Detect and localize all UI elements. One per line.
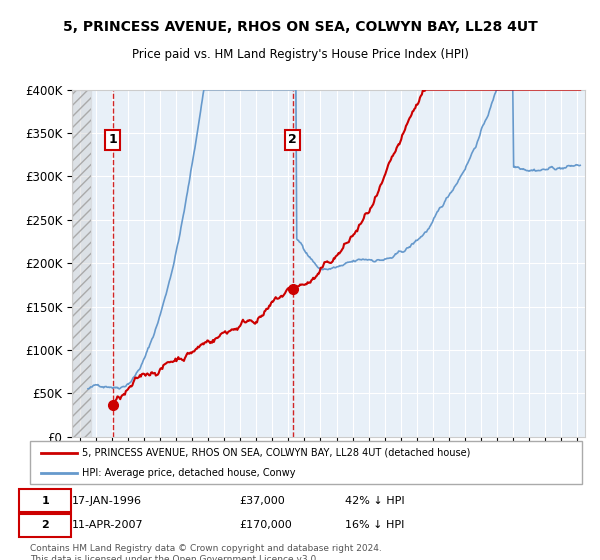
Text: Contains HM Land Registry data © Crown copyright and database right 2024.
This d: Contains HM Land Registry data © Crown c… bbox=[30, 544, 382, 560]
Text: 42% ↓ HPI: 42% ↓ HPI bbox=[344, 496, 404, 506]
Text: Price paid vs. HM Land Registry's House Price Index (HPI): Price paid vs. HM Land Registry's House … bbox=[131, 48, 469, 60]
FancyBboxPatch shape bbox=[30, 441, 582, 484]
Text: 11-APR-2007: 11-APR-2007 bbox=[71, 520, 143, 530]
Text: 1: 1 bbox=[109, 133, 117, 147]
Bar bbox=[72, 90, 91, 437]
Text: 1: 1 bbox=[41, 496, 49, 506]
Text: 2: 2 bbox=[41, 520, 49, 530]
Bar bbox=[72, 90, 91, 437]
Text: 5, PRINCESS AVENUE, RHOS ON SEA, COLWYN BAY, LL28 4UT: 5, PRINCESS AVENUE, RHOS ON SEA, COLWYN … bbox=[62, 20, 538, 34]
FancyBboxPatch shape bbox=[19, 514, 71, 536]
Text: 17-JAN-1996: 17-JAN-1996 bbox=[71, 496, 142, 506]
Text: 16% ↓ HPI: 16% ↓ HPI bbox=[344, 520, 404, 530]
Text: £170,000: £170,000 bbox=[240, 520, 293, 530]
Text: 5, PRINCESS AVENUE, RHOS ON SEA, COLWYN BAY, LL28 4UT (detached house): 5, PRINCESS AVENUE, RHOS ON SEA, COLWYN … bbox=[82, 448, 471, 458]
FancyBboxPatch shape bbox=[19, 489, 71, 512]
Text: 2: 2 bbox=[289, 133, 297, 147]
Text: HPI: Average price, detached house, Conwy: HPI: Average price, detached house, Conw… bbox=[82, 468, 296, 478]
Text: £37,000: £37,000 bbox=[240, 496, 286, 506]
